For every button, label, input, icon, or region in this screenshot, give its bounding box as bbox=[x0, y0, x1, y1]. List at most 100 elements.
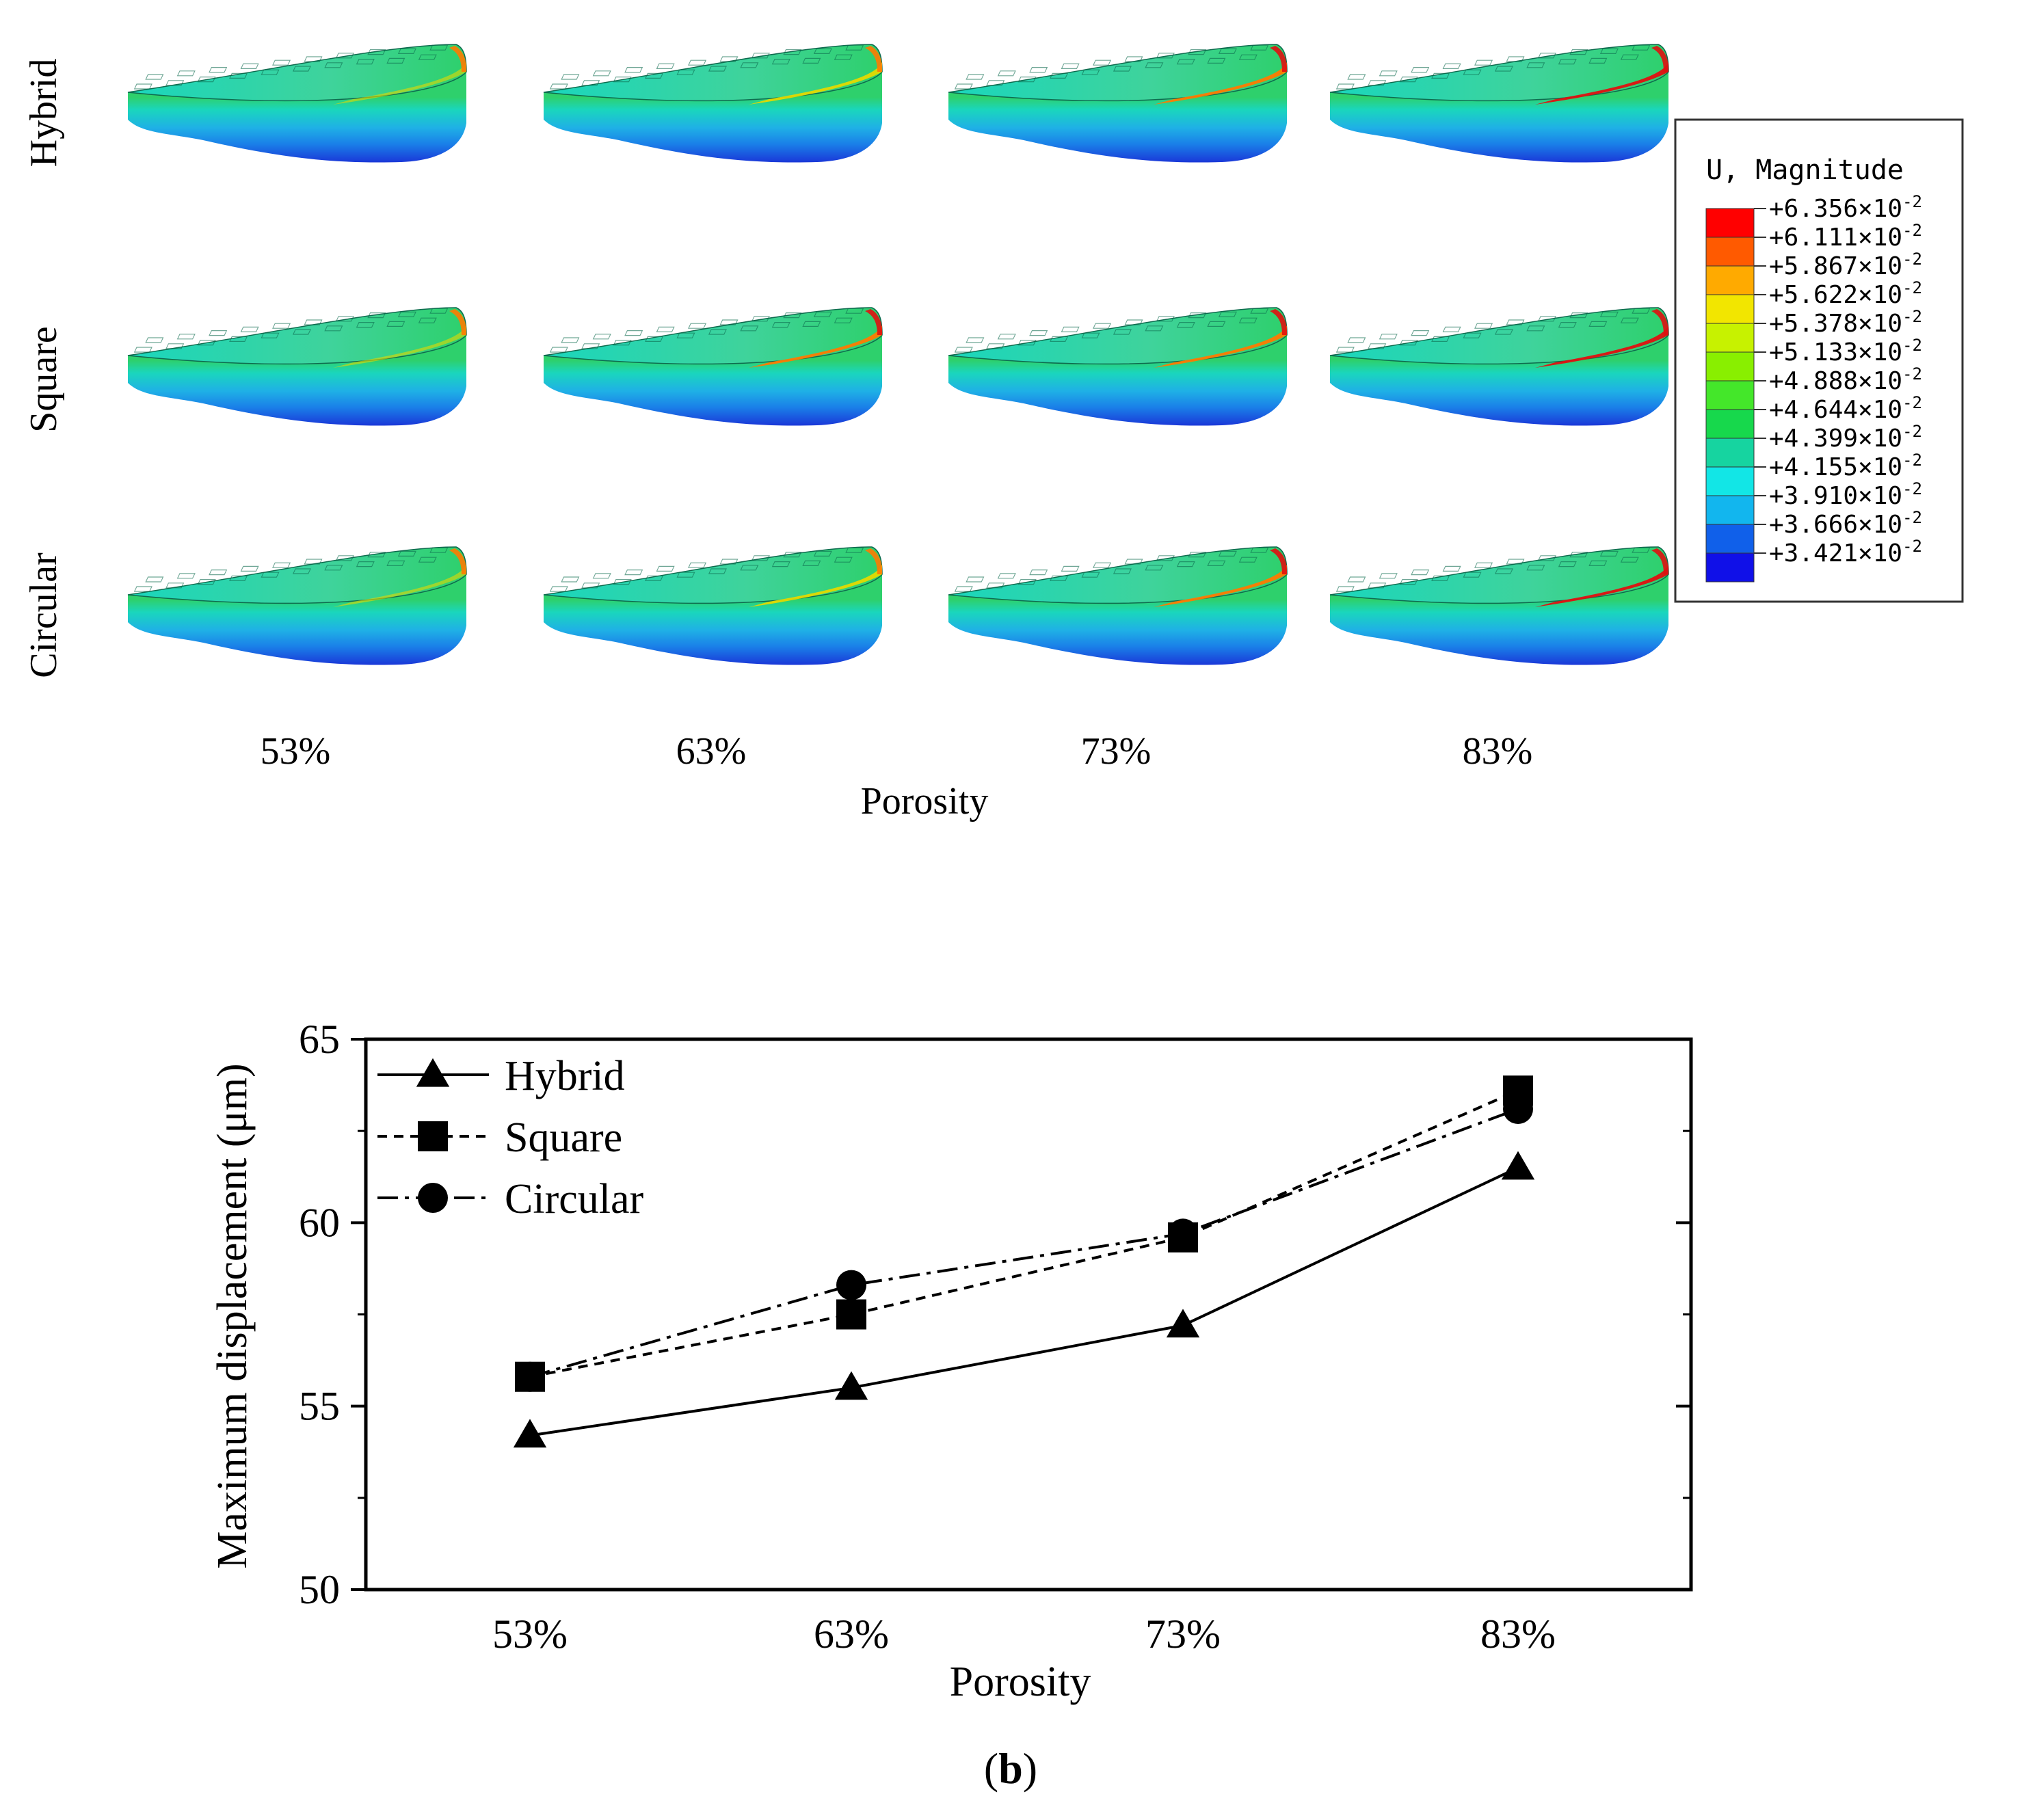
legend-band bbox=[1705, 409, 1755, 439]
model-edge-highlight bbox=[1270, 548, 1288, 574]
lattice-cell bbox=[1156, 316, 1175, 322]
lattice-cell bbox=[719, 319, 739, 325]
lattice-cell bbox=[954, 83, 973, 90]
lattice-cell bbox=[1017, 578, 1037, 585]
lattice-cell bbox=[1399, 578, 1418, 585]
x-tick-label: 73% bbox=[1145, 1611, 1221, 1657]
row-label-hybrid: Hybrid bbox=[23, 59, 65, 168]
lattice-cell bbox=[165, 583, 185, 589]
lattice-cell bbox=[1238, 557, 1258, 563]
model-side-face bbox=[544, 335, 882, 426]
lattice-cell bbox=[676, 69, 695, 75]
lattice-cell bbox=[145, 576, 164, 583]
lattice-cell bbox=[1347, 576, 1366, 583]
lattice-cell bbox=[1081, 69, 1100, 75]
lattice-cell bbox=[1537, 316, 1556, 322]
lattice-cell bbox=[261, 572, 280, 578]
panel-b: 50 55 60 65 53% 63% 73% 83% Hybrid Square Circula… bbox=[0, 909, 2022, 1820]
contour-model bbox=[948, 546, 1288, 665]
model-side-face bbox=[1330, 335, 1668, 426]
lattice-cell bbox=[165, 343, 185, 349]
lattice-cell bbox=[1250, 547, 1269, 553]
lattice-cell bbox=[240, 326, 259, 332]
lattice-cell bbox=[592, 334, 611, 340]
legend-value: +4.399×10-2 bbox=[1769, 422, 1922, 453]
lattice-cell bbox=[1379, 573, 1398, 579]
lattice-cell bbox=[1442, 326, 1461, 332]
lattice-cell bbox=[986, 343, 1005, 349]
lattice-cell bbox=[261, 69, 280, 75]
lattice-cell bbox=[771, 322, 790, 328]
lattice-cell bbox=[197, 76, 216, 83]
lattice-cell bbox=[1145, 325, 1164, 332]
lattice-cell bbox=[1207, 57, 1226, 64]
lattice-cell bbox=[751, 53, 770, 59]
lattice-cell bbox=[1335, 83, 1355, 90]
row-label-circular: Circular bbox=[23, 552, 65, 678]
y-tick-label: 60 bbox=[299, 1200, 340, 1245]
lattice-cell bbox=[966, 576, 985, 583]
lattice-cell bbox=[813, 48, 832, 55]
lattice-cell bbox=[1347, 337, 1366, 343]
lattice-cell bbox=[272, 562, 291, 568]
lattice-cell bbox=[1526, 62, 1545, 68]
chart-axes: 50 55 60 65 53% 63% 73% 83% bbox=[299, 1017, 1691, 1657]
lattice-cell bbox=[1017, 339, 1037, 346]
lattice-cell bbox=[324, 325, 343, 332]
lattice-cell bbox=[592, 70, 611, 77]
lattice-cell bbox=[272, 59, 291, 66]
lattice-cell bbox=[1506, 56, 1525, 62]
lattice-cell bbox=[176, 573, 196, 579]
lattice-cell bbox=[1124, 56, 1143, 62]
lattice-cell bbox=[133, 83, 152, 90]
lattice-cell bbox=[1569, 312, 1588, 319]
legend-band bbox=[1705, 208, 1755, 238]
lattice-cell bbox=[802, 57, 821, 64]
legend-band bbox=[1705, 524, 1755, 554]
model-top-face bbox=[127, 307, 467, 365]
lattice-cell bbox=[1411, 66, 1430, 73]
model-edge-highlight bbox=[449, 309, 467, 335]
lattice-cell bbox=[145, 74, 164, 80]
lattice-cell bbox=[1250, 44, 1269, 51]
legend-label: Hybrid bbox=[505, 1053, 625, 1099]
model-side-face bbox=[948, 335, 1287, 426]
lattice-cell bbox=[1145, 62, 1164, 68]
legend-value: +3.666×10-2 bbox=[1769, 508, 1922, 539]
lattice-cell bbox=[549, 83, 568, 90]
marker-triangle bbox=[834, 1371, 868, 1400]
lattice-cell bbox=[1176, 322, 1195, 328]
lattice-cell bbox=[1218, 550, 1237, 557]
lattice-cell bbox=[1188, 312, 1207, 319]
legend-value: +5.133×10-2 bbox=[1769, 336, 1922, 366]
lattice-cell bbox=[1207, 321, 1226, 327]
lattice-cell bbox=[1347, 74, 1366, 80]
lattice-cell bbox=[209, 569, 228, 576]
panel-a-xlabel: Porosity bbox=[861, 780, 989, 822]
lattice-cell bbox=[1588, 321, 1608, 327]
lattice-cell bbox=[1335, 586, 1355, 592]
x-tick-label: 83% bbox=[1480, 1611, 1556, 1657]
lattice-cell bbox=[1124, 319, 1143, 325]
model-top-face bbox=[1329, 546, 1669, 604]
lattice-cell bbox=[335, 555, 354, 561]
marker-circle bbox=[1503, 1093, 1533, 1124]
lattice-cell bbox=[429, 547, 449, 553]
lattice-cell bbox=[1632, 308, 1651, 314]
model-top-face bbox=[1329, 307, 1669, 365]
color-legend: U, Magnitude +6.356×10-2+6.111×10-2+5.86… bbox=[1674, 118, 1964, 603]
model-side-face bbox=[948, 574, 1287, 665]
lattice-cell bbox=[304, 56, 323, 62]
lattice-cell bbox=[656, 326, 675, 332]
lattice-cell bbox=[751, 555, 770, 561]
lattice-cell bbox=[429, 44, 449, 51]
model-top-face bbox=[948, 44, 1288, 102]
legend-value: +4.888×10-2 bbox=[1769, 364, 1922, 395]
lattice-cell bbox=[1061, 565, 1080, 572]
lattice-cell bbox=[165, 80, 185, 86]
lattice-cell bbox=[740, 565, 759, 571]
lattice-cell bbox=[986, 583, 1005, 589]
lattice-cell bbox=[1431, 575, 1450, 582]
lattice-cell bbox=[429, 308, 449, 314]
chart-ylabel: Maximum displacement (μm) bbox=[209, 1063, 256, 1568]
